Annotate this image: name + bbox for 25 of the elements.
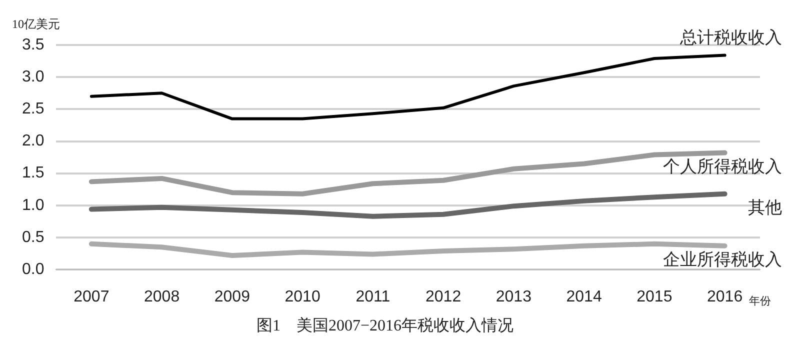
y-tick-label: 0.5 (22, 228, 44, 246)
series-label: 总计税收收入 (679, 28, 782, 48)
x-tick-label: 2010 (284, 288, 320, 306)
text: 图1 美国2007−2016年税收收入情况 (256, 316, 514, 335)
x-tick-label: 2016 (707, 288, 743, 306)
x-tick-label: 2014 (566, 288, 602, 306)
x-tick-label: 2008 (144, 288, 180, 306)
y-tick-label: 3.0 (22, 68, 44, 86)
series-label: 其他 (748, 198, 782, 217)
y-tick-label: 1.0 (22, 196, 44, 214)
x-tick-label: 2015 (636, 288, 672, 306)
y-tick-label: 0.0 (22, 261, 44, 278)
y-axis-title: 10亿美元 (12, 17, 60, 32)
series-label: 个人所得税收入 (663, 156, 782, 176)
y-tick-label: 1.5 (22, 164, 44, 182)
x-axis-title: 年份 (748, 295, 771, 308)
x-tick-label: 2007 (74, 288, 110, 306)
y-tick-label: 2.5 (22, 100, 44, 118)
series-label: 企业所得税收入 (663, 250, 782, 269)
x-tick-label: 2011 (356, 288, 390, 306)
x-tick-label: 2009 (214, 288, 250, 306)
y-tick-label: 3.5 (22, 36, 44, 54)
x-tick-label: 2012 (426, 288, 462, 306)
x-tick-label: 2013 (496, 288, 532, 306)
y-tick-label: 2.0 (22, 132, 44, 150)
